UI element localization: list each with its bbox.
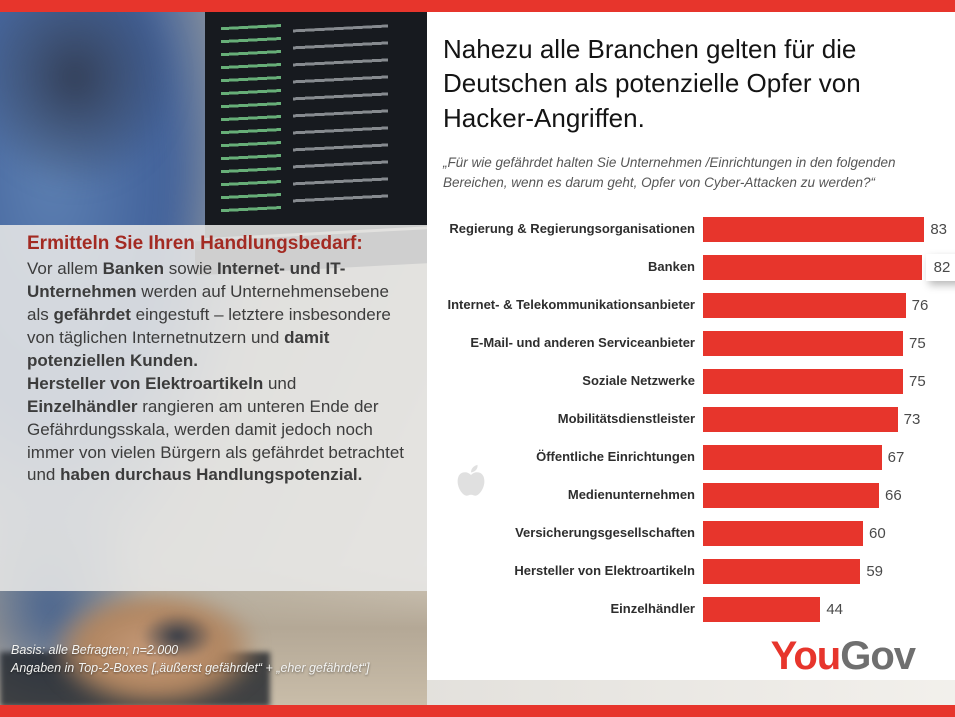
chart-bar [703,330,903,356]
background-photo: Ermitteln Sie Ihren Handlungsbedarf: Vor… [0,12,427,705]
chart-value-label: 83 [930,220,948,238]
chart-bar-track: 83 [703,216,947,242]
footnote-basis: Basis: alle Befragten; n=2.000 [11,643,179,657]
chart-value-label: 73 [903,410,921,428]
callout-body: Vor allem Banken sowie Internet- und IT-… [27,258,411,487]
logo-text-gov: Gov [840,634,916,678]
chart-row: E-Mail- und anderen Serviceanbieter 75 [441,324,943,362]
chart-value-label: 60 [868,524,886,542]
chart-category-label: Banken [648,258,695,274]
chart-category-label: E-Mail- und anderen Serviceanbieter [470,334,695,350]
survey-question: „Für wie gefährdet halten Sie Unternehme… [443,154,896,190]
chart-bar-track: 82 [703,253,955,281]
chart-bar [703,216,925,242]
chart-category-label: Hersteller von Elektroartikeln [514,562,695,578]
chart-bar-track: 75 [703,368,943,394]
chart-value-label: 44 [826,600,844,618]
chart-bar-track: 75 [703,330,943,356]
bar-chart: Regierung & Regierungsorganisationen 83 Ba… [441,210,955,628]
chart-value-label: 75 [909,372,926,390]
chart-category-label: Medienunternehmen [567,486,695,502]
chart-row: Mobilitätsdienstleister 73 [441,400,943,438]
logo-text-you: You [770,634,842,678]
chart-category-label: Soziale Netzwerke [582,372,695,388]
photo-strip [427,680,955,705]
chart-bar-track: 60 [703,520,943,546]
chart-category-label: Mobilitätsdienstleister [557,410,695,426]
apple-logo-watermark [453,462,489,506]
callout-box: Ermitteln Sie Ihren Handlungsbedarf: Vor… [0,225,427,591]
chart-category-label: Einzelhändler [610,600,695,616]
chart-row: Einzelhändler 44 [441,590,943,628]
chart-bar-track: 76 [703,292,943,318]
yougov-logo: YouGov [770,634,916,679]
chart-bar-track: 44 [703,596,943,622]
chart-bar [703,444,882,470]
chart-value-label: 66 [885,486,902,504]
chart-bar-track: 73 [703,406,943,432]
chart-bar [703,520,863,546]
top-red-bar [0,0,955,12]
chart-value-label: 67 [887,448,905,466]
footnote: Basis: alle Befragten; n=2.000 Angaben i… [11,642,419,677]
chart-row: Medienunternehmen 66 [441,476,943,514]
slide-title: Nahezu alle Branchen gelten für die Deut… [443,34,861,133]
callout-paragraph: Vor allem Banken sowie Internet- und IT-… [27,259,391,370]
chart-category-label: Internet- & Telekommunikationsanbieter [447,296,695,312]
chart-category-label: Öffentliche Einrichtungen [536,448,695,464]
chart-row: Öffentliche Einrichtungen 67 [441,438,943,476]
photo-watch [140,612,215,660]
chart-row: Hersteller von Elektroartikeln 59 [441,552,943,590]
chart-bar [703,292,906,318]
chart-row: Soziale Netzwerke 75 [441,362,943,400]
chart-value-label: 59 [866,562,884,580]
chart-bar-track: 67 [703,444,943,470]
chart-bar-track: 59 [703,558,943,584]
callout-paragraph: Hersteller von Elektroartikeln und Einze… [27,373,405,485]
chart-row: Internet- & Telekommunikationsanbieter 76 [441,286,943,324]
photo-laptop-screen [205,12,427,238]
content-panel: Nahezu alle Branchen gelten für die Deut… [427,12,955,705]
chart-value-label: 82 [925,253,955,281]
chart-bar-track: 66 [703,482,943,508]
chart-bar [703,254,922,280]
chart-value-label: 75 [909,334,926,352]
chart-row: Versicherungsgesellschaften 60 [441,514,943,552]
chart-category-label: Versicherungsgesellschaften [515,524,695,540]
chart-category-label: Regierung & Regierungsorganisationen [449,220,695,236]
photo-person-head [0,12,180,192]
photo-code-lines [221,17,407,220]
chart-bar [703,406,898,432]
chart-bar [703,558,861,584]
bottom-red-bar [0,705,955,717]
chart-row: Banken 82 [441,248,955,286]
chart-bar [703,482,879,508]
chart-bar [703,596,821,622]
chart-bar [703,368,903,394]
footnote-method: Angaben in Top-2-Boxes [„äußerst gefährd… [11,660,370,675]
callout-heading: Ermitteln Sie Ihren Handlungsbedarf: [27,233,363,254]
chart-row: Regierung & Regierungsorganisationen 83 [441,210,947,248]
chart-value-label: 76 [911,296,929,314]
